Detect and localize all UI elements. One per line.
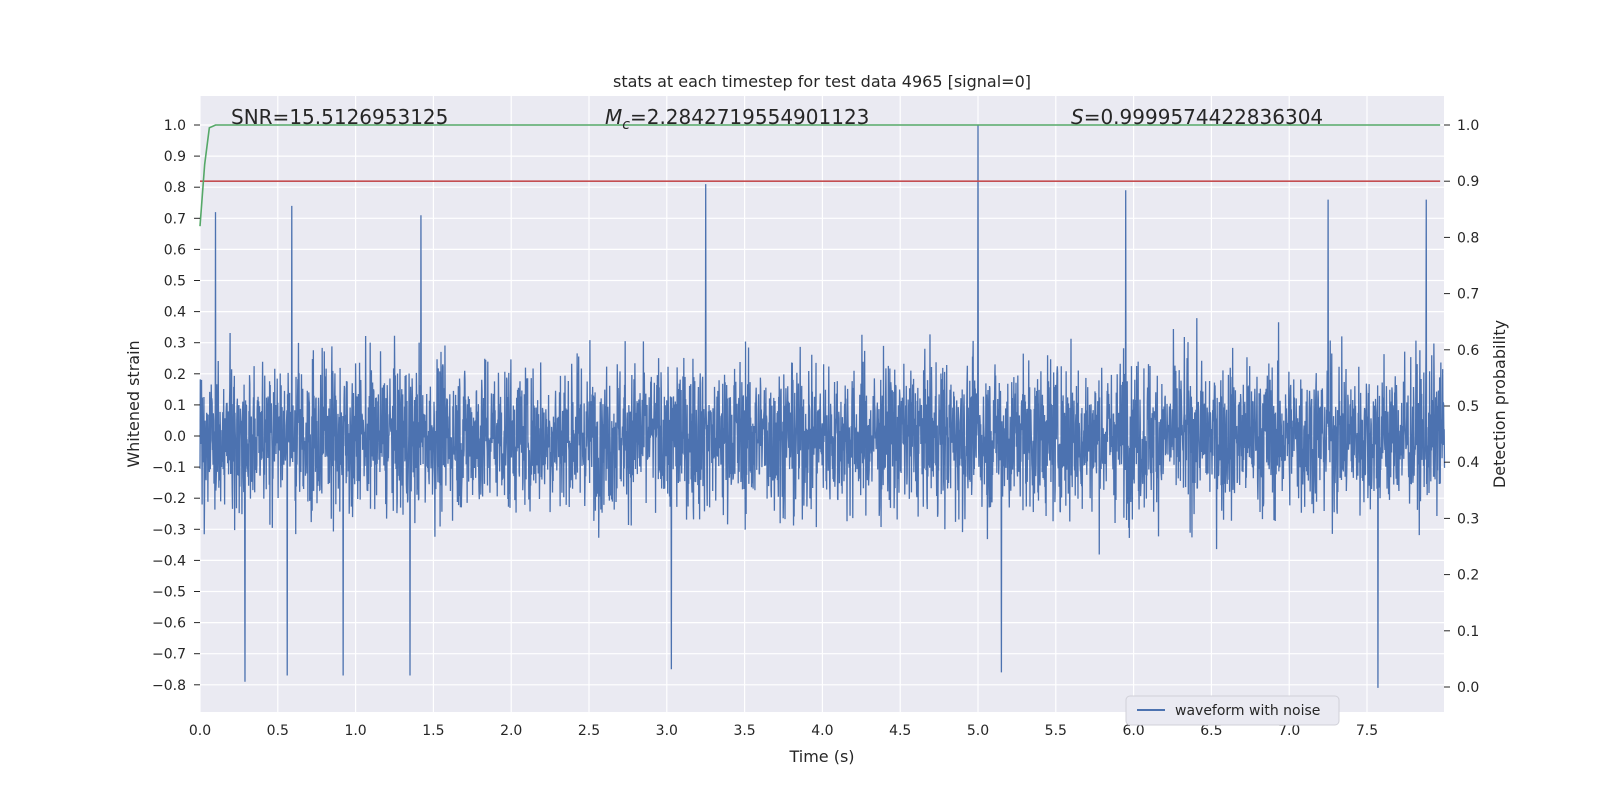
s-symbol: S [1071, 105, 1084, 129]
y-tick-label: 0.5 [164, 274, 186, 290]
y2-tick-label: 0.2 [1457, 568, 1479, 584]
y-tick-label: −0.8 [152, 678, 186, 694]
legend-box [1125, 695, 1340, 726]
y-tick-label: 0.7 [164, 211, 186, 227]
x-tick-label: 0.5 [267, 723, 289, 739]
s-annotation: S=0.9999574422836304 [1071, 105, 1323, 129]
y-tick-label: −0.4 [152, 553, 186, 569]
x-tick-label: 6.5 [1200, 723, 1222, 739]
y2-tick-label: 0.7 [1457, 287, 1479, 303]
waveform-series [199, 124, 1446, 688]
x-tick-label: 7.0 [1278, 723, 1300, 739]
waveform-line [199, 124, 1446, 688]
x-tick-label: 0.0 [189, 723, 211, 739]
y-tick-label: −0.7 [152, 647, 186, 663]
y-tick-label: 0.4 [164, 305, 186, 321]
y-tick-label: −0.6 [152, 616, 186, 632]
y2-tick-label: 0.6 [1457, 343, 1479, 359]
y2-tick-label: 0.1 [1457, 624, 1479, 640]
snr-annotation: SNR=15.5126953125 [231, 105, 448, 129]
probability-series [199, 124, 1441, 227]
x-axis-label: Time (s) [788, 747, 854, 766]
x-tick-label: 7.5 [1356, 723, 1378, 739]
y2-tick-label: 0.4 [1457, 455, 1479, 471]
snr-label: SNR= [231, 105, 289, 129]
y-tick-label: 0.8 [164, 180, 186, 196]
x-tick-label: 6.0 [1122, 723, 1144, 739]
y-tick-label: 0.2 [164, 367, 186, 383]
y-tick-label: 0.0 [164, 429, 186, 445]
mc-symbol: M [605, 105, 622, 129]
snr-value: 15.5126953125 [289, 105, 448, 129]
y2-tick-label: 0.0 [1457, 680, 1479, 696]
x-tick-label: 2.0 [500, 723, 522, 739]
y-tick-label: 0.3 [164, 336, 186, 352]
y-axis-label: Whitened strain [124, 340, 143, 467]
y-tick-label: −0.5 [152, 585, 186, 601]
x-tick-label: 5.5 [1045, 723, 1067, 739]
y2-tick-label: 1.0 [1457, 118, 1479, 134]
y-tick-label: 0.1 [164, 398, 186, 414]
x-tick-label: 3.0 [656, 723, 678, 739]
x-tick-label: 3.5 [733, 723, 755, 739]
s-value: =0.9999574422836304 [1084, 105, 1323, 129]
y-tick-label: −0.3 [152, 522, 186, 538]
mc-value: =2.2842719554901123 [630, 105, 869, 129]
mc-subscript: c [622, 117, 630, 133]
ticks: 0.0 0.5 1.0 1.5 2.0 2.5 3.0 3.5 4.0 4.5 5.0 5.5 6.0 6… [152, 118, 1479, 739]
y2-tick-label: 0.8 [1457, 230, 1479, 246]
x-tick-label: 4.0 [811, 723, 833, 739]
x-tick-label: 2.5 [578, 723, 600, 739]
y-tick-label: −0.1 [152, 460, 186, 476]
x-tick-label: 5.0 [967, 723, 989, 739]
y-tick-label: 0.9 [164, 149, 186, 165]
y2-axis-label: Detection probability [1490, 320, 1509, 488]
detection-probability-line [199, 124, 1441, 227]
y-tick-label: 1.0 [164, 118, 186, 134]
y-tick-label: 0.6 [164, 242, 186, 258]
y2-tick-label: 0.9 [1457, 174, 1479, 190]
y2-tick-label: 0.5 [1457, 399, 1479, 415]
x-tick-label: 4.5 [889, 723, 911, 739]
chart-title: stats at each timestep for test data 496… [613, 72, 1031, 91]
y2-tick-label: 0.3 [1457, 511, 1479, 527]
y-tick-label: −0.2 [152, 491, 186, 507]
mc-annotation: Mc=2.2842719554901123 [605, 105, 869, 133]
x-tick-label: 1.5 [422, 723, 444, 739]
x-tick-label: 1.0 [344, 723, 366, 739]
legend-label: waveform with noise [1175, 703, 1320, 719]
legend: waveform with noise [1125, 695, 1340, 726]
